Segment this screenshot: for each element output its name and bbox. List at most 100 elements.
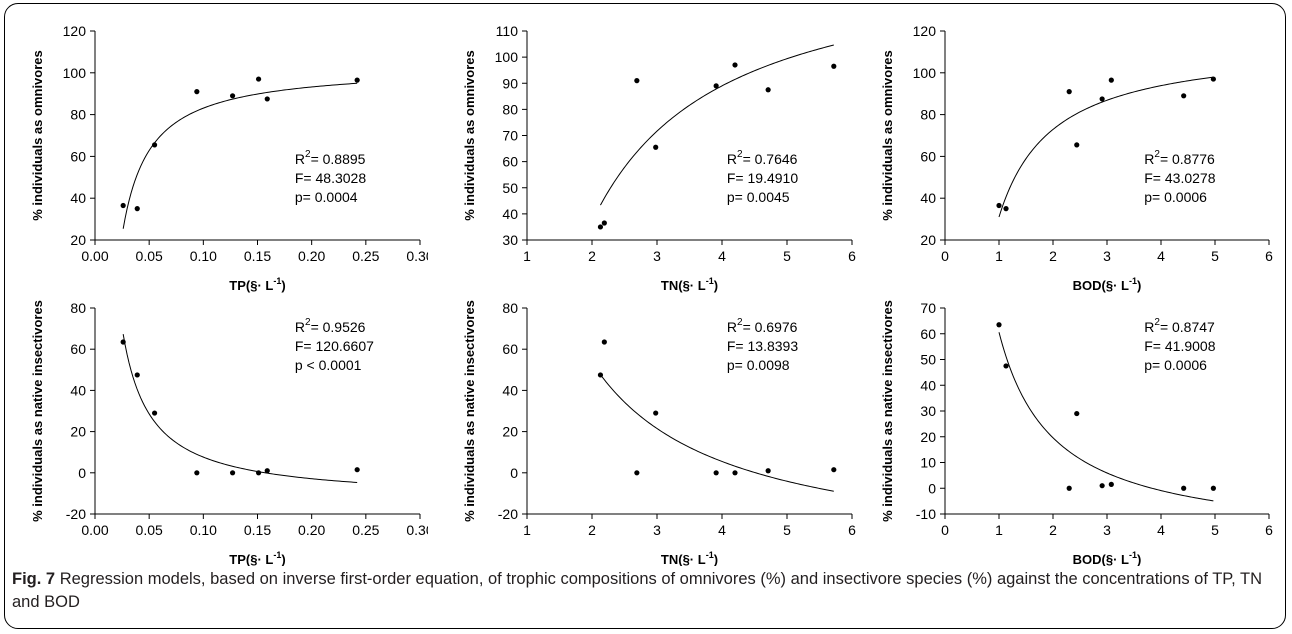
- x-axis-title-main: TN(§· L: [661, 278, 706, 293]
- x-tick-label: 0.05: [136, 248, 163, 264]
- x-tick-label: 2: [1049, 248, 1057, 264]
- data-point: [1066, 89, 1072, 95]
- x-axis-title-main: BOD(§· L: [1073, 552, 1129, 566]
- y-tick-label: 100: [495, 49, 519, 65]
- p-value-label: p= 0.0045: [727, 189, 790, 205]
- y-tick-label: 40: [920, 377, 936, 393]
- data-point: [1066, 485, 1072, 491]
- x-tick-label: 0.05: [136, 522, 163, 538]
- r-squared-symbol: R: [1144, 151, 1154, 167]
- x-tick-label: 2: [1049, 522, 1057, 538]
- x-tick-label: 1: [523, 522, 531, 538]
- f-statistic-label: F= 19.4910: [727, 170, 798, 186]
- caption-label: Fig. 7: [12, 570, 56, 588]
- data-point: [120, 339, 126, 345]
- x-axis-title-sup: -1: [706, 550, 714, 560]
- data-point: [765, 468, 771, 474]
- x-axis-title-sup: -1: [1129, 550, 1137, 560]
- r-squared-label: R2= 0.8776: [1144, 149, 1215, 167]
- data-point: [732, 62, 738, 68]
- data-point: [601, 220, 607, 226]
- data-point: [1181, 485, 1187, 491]
- r-squared-symbol: R: [727, 151, 737, 167]
- chart-panel-tn-insectivores: -20 0 20 40 60 80 1 2 3 4 5 6 TN(§· L-1) % individual…: [462, 300, 856, 566]
- f-statistic-label: F= 43.0278: [1144, 170, 1215, 186]
- r-squared-label: R2= 0.6976: [727, 317, 798, 335]
- x-axis-title-main: TN(§· L: [661, 552, 706, 566]
- x-tick-label: 2: [588, 248, 596, 264]
- y-tick-label: 40: [70, 190, 86, 206]
- x-axis-title-sup: -1: [1129, 276, 1137, 286]
- data-point: [229, 93, 236, 99]
- data-point: [601, 339, 607, 345]
- x-tick-label: 0.30: [406, 522, 428, 538]
- regression-curve: [600, 374, 834, 492]
- y-tick-label: 40: [920, 190, 936, 206]
- r-squared-exponent: 2: [1154, 149, 1160, 160]
- y-tick-label: 30: [502, 232, 518, 248]
- y-tick-label: 100: [63, 65, 87, 81]
- data-point: [255, 470, 262, 476]
- y-tick-label: 120: [913, 23, 937, 39]
- y-tick-label: 60: [502, 154, 518, 170]
- regression-curve: [122, 334, 358, 483]
- y-axis-title: % individuals as omnivores: [880, 50, 895, 221]
- data-point: [1108, 77, 1114, 83]
- x-tick-label: 5: [1211, 248, 1219, 264]
- data-point: [134, 372, 140, 378]
- x-tick-label: 4: [1157, 522, 1165, 538]
- caption-text: Regression models, based on inverse firs…: [12, 570, 1263, 611]
- r-squared-exponent: 2: [737, 317, 743, 328]
- data-point: [354, 77, 360, 83]
- x-tick-label: 1: [523, 248, 531, 264]
- x-tick-label: 2: [588, 522, 596, 538]
- y-axis-title: % individuals as omnivores: [30, 50, 45, 221]
- data-point: [264, 468, 270, 474]
- data-point: [634, 470, 640, 476]
- r-squared-value: = 0.8895: [311, 151, 366, 167]
- x-tick-label: 1: [995, 522, 1003, 538]
- y-tick-label: -20: [66, 506, 86, 522]
- r-squared-label: R2= 0.7646: [727, 149, 798, 167]
- p-value-label: p= 0.0098: [727, 357, 790, 373]
- data-point: [831, 63, 837, 69]
- data-point: [134, 206, 140, 212]
- x-tick-label: 5: [1211, 522, 1219, 538]
- y-tick-label: 60: [920, 148, 936, 164]
- y-tick-label: 110: [496, 23, 519, 39]
- x-tick-label: 0: [941, 522, 949, 538]
- x-tick-label: 3: [653, 522, 661, 538]
- x-axis-title: BOD(§· L-1): [1073, 276, 1142, 293]
- y-tick-label: 60: [920, 326, 936, 342]
- x-axis-title-main: TP(§· L: [229, 278, 273, 293]
- r-squared-exponent: 2: [737, 149, 743, 160]
- r-squared-value: = 0.6976: [743, 319, 798, 335]
- data-point: [151, 410, 158, 416]
- f-statistic-label: F= 13.8393: [727, 338, 798, 354]
- x-tick-label: 0: [941, 248, 949, 264]
- regression-curve: [998, 76, 1214, 218]
- x-tick-label: 6: [848, 248, 856, 264]
- r-squared-label: R2= 0.9526: [295, 317, 366, 335]
- x-axis-title-sup: -1: [706, 276, 714, 286]
- r-squared-symbol: R: [295, 151, 305, 167]
- x-axis-title: TP(§· L-1): [229, 276, 285, 293]
- y-tick-label: 20: [70, 232, 86, 248]
- x-tick-label: 6: [1265, 248, 1273, 264]
- x-axis-title-sup: -1: [273, 276, 281, 286]
- y-tick-label: 40: [502, 206, 518, 222]
- x-axis-title: TN(§· L-1): [661, 276, 718, 293]
- x-tick-label: 0.25: [352, 248, 379, 264]
- x-axis-title-sup: -1: [273, 550, 281, 560]
- y-tick-label: 60: [502, 341, 518, 357]
- chart-panel-tp-insectivores: -20 0 20 40 60 80 0.00 0.05 0.10 0.15 0.20 0.25 0.30…: [30, 300, 428, 566]
- y-tick-label: 80: [70, 107, 86, 123]
- data-point: [1108, 481, 1114, 487]
- x-tick-label: 0.15: [244, 248, 271, 264]
- y-tick-label: 100: [913, 65, 937, 81]
- x-tick-label: 5: [783, 248, 791, 264]
- x-tick-label: 3: [1103, 522, 1111, 538]
- r-squared-symbol: R: [295, 319, 305, 335]
- y-tick-label: 20: [70, 424, 86, 440]
- r-squared-value: = 0.8747: [1160, 319, 1215, 335]
